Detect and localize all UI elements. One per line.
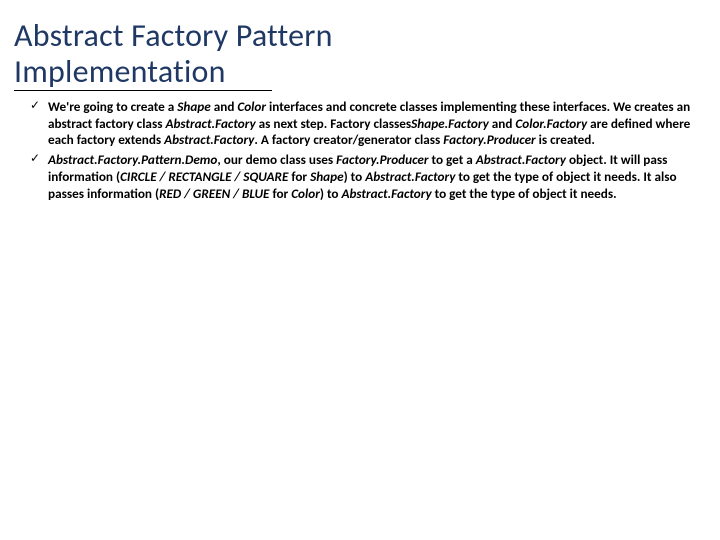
bullet-text: Abstract.Factory.Pattern.Demo, our demo … <box>48 151 677 202</box>
title-line-1: Abstract Factory Pattern <box>14 16 333 55</box>
bullet-text: We're going to create a Shape and Color … <box>48 98 690 149</box>
checkmark-icon: ✓ <box>30 152 40 167</box>
slide-title: Abstract Factory Pattern Implementation <box>14 18 698 97</box>
checkmark-icon: ✓ <box>30 99 40 114</box>
bullet-list: ✓ We're going to create a Shape and Colo… <box>14 99 698 203</box>
title-line-2: Implementation <box>14 52 226 91</box>
list-item: ✓ We're going to create a Shape and Colo… <box>30 99 698 150</box>
slide: Abstract Factory Pattern Implementation … <box>0 0 720 540</box>
list-item: ✓ Abstract.Factory.Pattern.Demo, our dem… <box>30 152 698 203</box>
